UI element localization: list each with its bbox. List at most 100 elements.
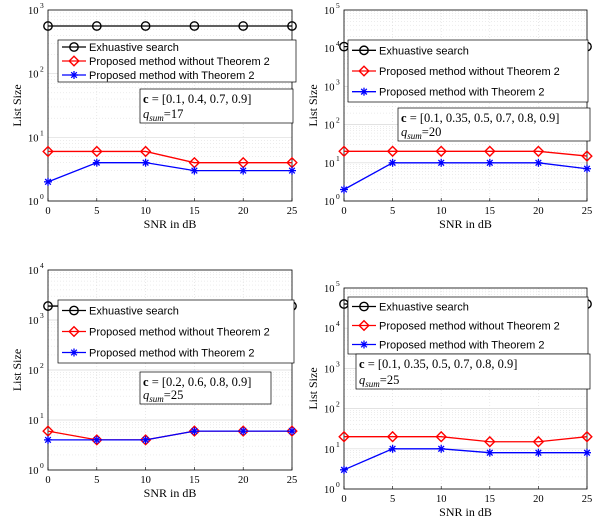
x-tick-label: 25 bbox=[582, 494, 593, 505]
legend-entry: Proposed method without Theorem 2 bbox=[89, 327, 270, 339]
data-point bbox=[484, 145, 496, 158]
x-tick-label: 0 bbox=[45, 475, 50, 486]
data-point bbox=[388, 444, 397, 453]
y-tick-label: 10 bbox=[28, 70, 39, 81]
x-axis-title: SNR in dB bbox=[144, 217, 197, 231]
data-point bbox=[485, 158, 494, 167]
legend-box bbox=[57, 39, 297, 83]
legend-box bbox=[347, 39, 589, 103]
y-tick-exponent: 1 bbox=[336, 440, 340, 449]
legend: Exhuastive search Proposed method without… bbox=[347, 39, 589, 103]
data-point bbox=[189, 21, 200, 31]
y-axis-title: List Size bbox=[10, 84, 24, 126]
legend-box bbox=[347, 296, 589, 355]
y-tick-label: 10 bbox=[28, 416, 39, 427]
x-tick-label: 15 bbox=[485, 206, 496, 217]
data-point bbox=[190, 166, 199, 175]
y-axis-title: List Size bbox=[306, 84, 320, 126]
data-point bbox=[583, 164, 591, 173]
series-line bbox=[48, 430, 292, 441]
x-tick-label: 5 bbox=[94, 475, 99, 486]
y-tick-exponent: 2 bbox=[336, 400, 340, 409]
data-point bbox=[91, 21, 102, 31]
data-point bbox=[141, 435, 150, 444]
y-tick-label: 10 bbox=[324, 6, 335, 17]
x-tick-label: 5 bbox=[94, 206, 99, 217]
series-2 bbox=[42, 145, 298, 169]
annotation-vector: c = [0.1, 0.4, 0.7, 0.9] bbox=[143, 92, 251, 106]
y-tick-label: 10 bbox=[28, 6, 39, 17]
series-line bbox=[47, 162, 292, 183]
annotation-box bbox=[355, 353, 591, 390]
data-point bbox=[139, 434, 152, 446]
legend-marker bbox=[359, 301, 369, 312]
y-tick-exponent: 3 bbox=[336, 359, 340, 368]
annotation-vector: c = [0.1, 0.35, 0.5, 0.7, 0.8, 0.9] bbox=[359, 357, 517, 371]
legend-entry: Exhuastive search bbox=[379, 302, 469, 314]
x-axis-title: SNR in dB bbox=[144, 486, 197, 500]
x-tick-label: 20 bbox=[533, 494, 544, 505]
data-point bbox=[386, 145, 399, 158]
grid bbox=[343, 10, 588, 202]
series-line bbox=[343, 162, 588, 191]
y-tick-label: 10 bbox=[324, 197, 335, 208]
legend-box bbox=[57, 299, 295, 364]
y-tick-exponent: 4 bbox=[336, 39, 340, 48]
data-point bbox=[338, 145, 350, 158]
legend-entry: Proposed method without Theorem 2 bbox=[379, 321, 560, 333]
y-tick-exponent: 0 bbox=[336, 480, 340, 489]
data-point bbox=[91, 145, 103, 158]
x-tick-label: 5 bbox=[390, 206, 395, 217]
legend: Exhuastive search Proposed method without… bbox=[57, 39, 297, 83]
y-tick-label: 10 bbox=[28, 366, 39, 377]
y-axis-title: List Size bbox=[306, 367, 320, 409]
data-point bbox=[239, 427, 248, 436]
legend-marker bbox=[360, 340, 368, 349]
y-tick-exponent: 0 bbox=[40, 192, 44, 201]
data-point bbox=[286, 425, 298, 437]
data-point bbox=[534, 158, 543, 167]
data-point bbox=[386, 430, 399, 443]
legend-marker bbox=[68, 325, 80, 338]
annotation: c = [0.2, 0.6, 0.8, 0.9]qsum=25 bbox=[139, 371, 272, 405]
x-tick-label: 10 bbox=[140, 206, 151, 217]
series-line bbox=[343, 448, 587, 471]
x-tick-label: 0 bbox=[341, 494, 346, 505]
data-point bbox=[141, 158, 150, 167]
legend-entry: Proposed method without Theorem 2 bbox=[89, 56, 270, 68]
legend-entry: Proposed method with Theorem 2 bbox=[379, 87, 545, 99]
x-tick-label: 5 bbox=[390, 494, 395, 505]
data-point bbox=[237, 425, 249, 437]
y-tick-label: 10 bbox=[324, 364, 335, 375]
data-point bbox=[43, 21, 53, 31]
data-point bbox=[581, 430, 593, 443]
y-tick-label: 10 bbox=[324, 121, 335, 132]
data-point bbox=[287, 21, 297, 31]
y-tick-exponent: 5 bbox=[336, 1, 340, 10]
annotation: c = [0.1, 0.4, 0.7, 0.9]qsum=17 bbox=[139, 88, 294, 124]
annotation-box bbox=[397, 107, 591, 142]
y-tick-exponent: 3 bbox=[40, 311, 44, 320]
legend-marker bbox=[70, 71, 78, 79]
y-tick-label: 10 bbox=[28, 316, 39, 327]
y-tick-exponent: 0 bbox=[336, 192, 340, 201]
annotation-vector: c = [0.1, 0.35, 0.5, 0.7, 0.8, 0.9] bbox=[401, 111, 559, 125]
y-tick-exponent: 2 bbox=[40, 361, 44, 370]
annotation-qsum: qsum=20 bbox=[401, 125, 441, 141]
data-point bbox=[43, 301, 53, 311]
data-point bbox=[42, 425, 54, 437]
series-2 bbox=[338, 430, 593, 448]
annotation-box bbox=[139, 88, 294, 124]
data-point bbox=[534, 448, 543, 457]
data-point bbox=[188, 425, 201, 437]
annotation: c = [0.1, 0.35, 0.5, 0.7, 0.8, 0.9] qsum=… bbox=[355, 353, 591, 390]
data-point bbox=[92, 435, 101, 444]
y-tick-exponent: 4 bbox=[40, 261, 44, 270]
legend-marker bbox=[359, 45, 369, 56]
plot-frame bbox=[47, 269, 293, 471]
y-tick-label: 10 bbox=[324, 485, 335, 496]
data-point bbox=[484, 435, 496, 448]
